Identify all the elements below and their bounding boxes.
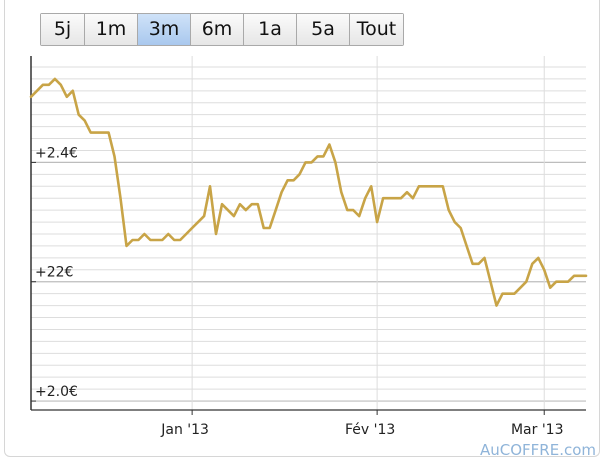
x-tick-label: Mar '13 (511, 422, 564, 438)
axes (31, 56, 586, 415)
watermark-text: AuCOFFRE.com (480, 441, 596, 459)
grid (31, 56, 586, 410)
x-tick-label: Jan '13 (160, 422, 209, 438)
series-layer (31, 79, 586, 306)
x-tick-label: Fév '13 (345, 422, 395, 438)
tick-labels: +2.0€ +22€ +2.4€ Jan '13 Fév '13 Mar '13 (35, 145, 563, 438)
y-tick-label: +22€ (35, 265, 73, 281)
y-tick-label: +2.4€ (35, 145, 78, 161)
price-series-line (31, 79, 586, 306)
y-tick-label: +2.0€ (35, 384, 78, 400)
